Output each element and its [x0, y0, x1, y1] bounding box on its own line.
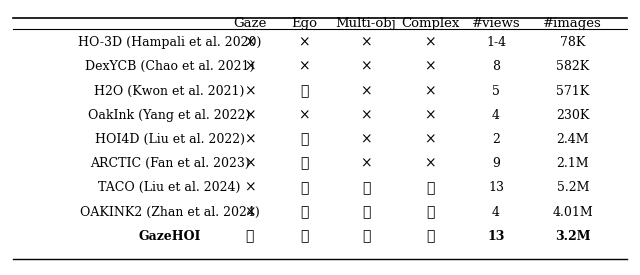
- Text: ×: ×: [424, 84, 436, 98]
- Text: 230K: 230K: [556, 109, 589, 122]
- Text: ARCTIC (Fan et al. 2023): ARCTIC (Fan et al. 2023): [90, 157, 250, 170]
- Text: 4: 4: [492, 205, 500, 219]
- Text: ✓: ✓: [300, 229, 308, 243]
- Text: 2.4M: 2.4M: [557, 133, 589, 146]
- Text: ✓: ✓: [300, 157, 308, 170]
- Text: ×: ×: [298, 60, 310, 74]
- Text: #images: #images: [543, 17, 602, 30]
- Text: ✓: ✓: [426, 205, 435, 219]
- Text: ×: ×: [360, 84, 372, 98]
- Text: ✓: ✓: [426, 229, 435, 243]
- Text: 5.2M: 5.2M: [557, 181, 589, 194]
- Text: ×: ×: [360, 36, 372, 50]
- Text: ×: ×: [360, 157, 372, 170]
- Text: Multi-obj: Multi-obj: [335, 17, 397, 30]
- Text: HOI4D (Liu et al. 2022): HOI4D (Liu et al. 2022): [95, 133, 244, 146]
- Text: ✓: ✓: [300, 84, 308, 98]
- Text: 571K: 571K: [556, 84, 589, 98]
- Text: ×: ×: [244, 36, 255, 50]
- Text: ×: ×: [244, 84, 255, 98]
- Text: DexYCB (Chao et al. 2021): DexYCB (Chao et al. 2021): [85, 60, 254, 73]
- Text: ×: ×: [244, 157, 255, 170]
- Text: 13: 13: [488, 181, 504, 194]
- Text: ×: ×: [424, 36, 436, 50]
- Text: 8: 8: [492, 60, 500, 73]
- Text: 13: 13: [487, 230, 505, 243]
- Text: TACO (Liu et al. 2024): TACO (Liu et al. 2024): [99, 181, 241, 194]
- Text: ✓: ✓: [426, 181, 435, 195]
- Text: Complex: Complex: [401, 17, 460, 30]
- Text: ×: ×: [424, 108, 436, 122]
- Text: 4.01M: 4.01M: [552, 205, 593, 219]
- Text: ×: ×: [424, 157, 436, 170]
- Text: 9: 9: [492, 157, 500, 170]
- Text: 1-4: 1-4: [486, 36, 506, 49]
- Text: ×: ×: [298, 36, 310, 50]
- Text: 2.1M: 2.1M: [557, 157, 589, 170]
- Text: Ego: Ego: [291, 17, 317, 30]
- Text: 5: 5: [492, 84, 500, 98]
- Text: ×: ×: [244, 60, 255, 74]
- Text: ✓: ✓: [245, 229, 254, 243]
- Text: Gaze: Gaze: [233, 17, 266, 30]
- Text: ×: ×: [244, 205, 255, 219]
- Text: H2O (Kwon et al. 2021): H2O (Kwon et al. 2021): [95, 84, 244, 98]
- Text: ×: ×: [244, 133, 255, 146]
- Text: OAKINK2 (Zhan et al. 2024): OAKINK2 (Zhan et al. 2024): [80, 205, 259, 219]
- Text: ×: ×: [424, 60, 436, 74]
- Text: ✓: ✓: [362, 181, 371, 195]
- Text: GazeHOI: GazeHOI: [138, 230, 201, 243]
- Text: ×: ×: [244, 108, 255, 122]
- Text: 4: 4: [492, 109, 500, 122]
- Text: OakInk (Yang et al. 2022): OakInk (Yang et al. 2022): [88, 109, 251, 122]
- Text: 2: 2: [492, 133, 500, 146]
- Text: HO-3D (Hampali et al. 2020): HO-3D (Hampali et al. 2020): [78, 36, 261, 49]
- Text: #views: #views: [472, 17, 520, 30]
- Text: 582K: 582K: [556, 60, 589, 73]
- Text: ✓: ✓: [300, 133, 308, 146]
- Text: ✓: ✓: [362, 205, 371, 219]
- Text: ×: ×: [424, 133, 436, 146]
- Text: ×: ×: [360, 108, 372, 122]
- Text: ×: ×: [244, 181, 255, 195]
- Text: 3.2M: 3.2M: [555, 230, 591, 243]
- Text: 78K: 78K: [560, 36, 586, 49]
- Text: ×: ×: [360, 133, 372, 146]
- Text: ✓: ✓: [300, 205, 308, 219]
- Text: ✓: ✓: [362, 229, 371, 243]
- Text: ×: ×: [298, 108, 310, 122]
- Text: ×: ×: [360, 60, 372, 74]
- Text: ✓: ✓: [300, 181, 308, 195]
